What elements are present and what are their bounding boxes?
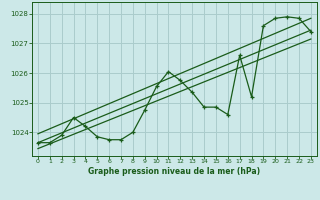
X-axis label: Graphe pression niveau de la mer (hPa): Graphe pression niveau de la mer (hPa) — [88, 167, 260, 176]
